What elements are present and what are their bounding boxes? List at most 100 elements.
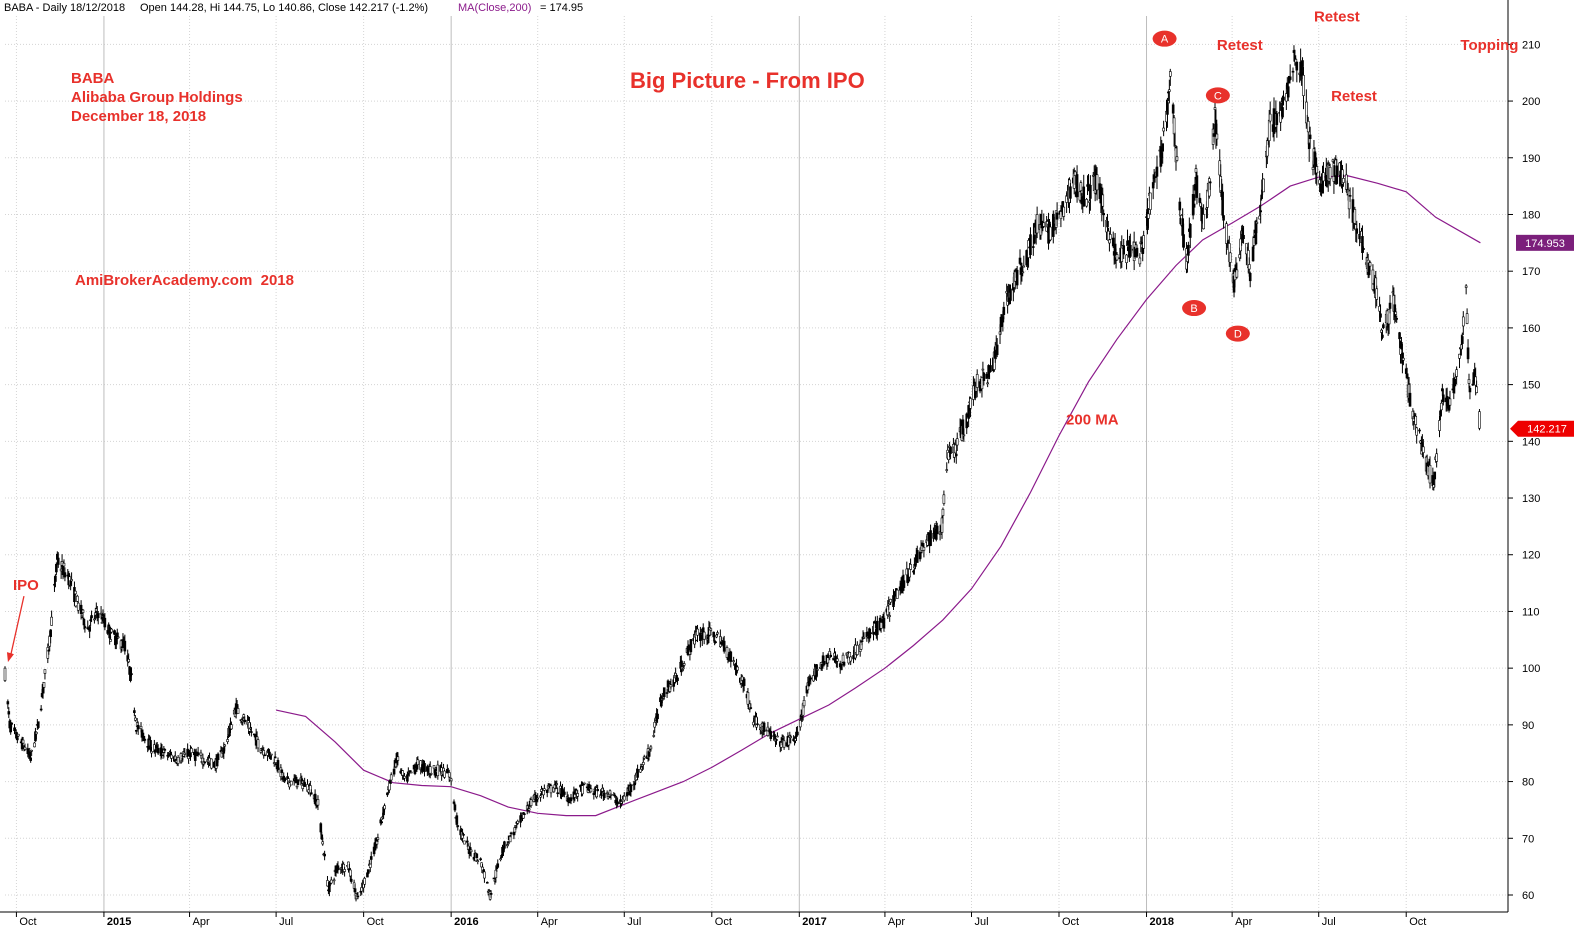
candle-body bbox=[1281, 107, 1284, 118]
candle-body bbox=[681, 667, 685, 670]
price-candle bbox=[1379, 304, 1382, 322]
price-candle bbox=[1381, 329, 1384, 340]
candle-body bbox=[1268, 113, 1272, 122]
candle-body bbox=[1208, 181, 1212, 184]
candle-body bbox=[466, 840, 469, 843]
price-candle bbox=[596, 784, 599, 792]
x-tick-label: Oct bbox=[19, 916, 36, 928]
candle-body bbox=[749, 707, 753, 709]
price-candle bbox=[1222, 215, 1225, 229]
candle-body bbox=[649, 746, 653, 750]
candle-body bbox=[39, 708, 43, 711]
grid-layer bbox=[5, 16, 1508, 912]
candle-body bbox=[469, 849, 473, 853]
price-candle bbox=[329, 876, 333, 885]
candle-body bbox=[756, 723, 759, 726]
price-candle bbox=[380, 821, 384, 825]
price-candle bbox=[96, 611, 100, 625]
x-tick-label: Apr bbox=[541, 916, 558, 928]
price-candle bbox=[1208, 180, 1212, 190]
price-candle bbox=[1055, 202, 1059, 227]
price-candle bbox=[216, 752, 220, 763]
price-candle bbox=[389, 772, 393, 784]
price-candle bbox=[1375, 285, 1379, 307]
candle-body bbox=[1069, 186, 1072, 199]
x-tick-label: Jul bbox=[1322, 916, 1336, 928]
y-tick-label: 190 bbox=[1522, 153, 1540, 165]
price-candle bbox=[1388, 294, 1392, 314]
pivot-marker-label: D bbox=[1234, 329, 1242, 341]
ipo-label: IPO bbox=[13, 577, 39, 594]
candle-body bbox=[1301, 60, 1304, 67]
price-candle bbox=[256, 737, 260, 753]
price-candle bbox=[1315, 164, 1319, 186]
price-candle bbox=[1433, 471, 1437, 487]
candle-body bbox=[567, 801, 571, 804]
price-candle bbox=[1248, 271, 1252, 288]
price-candle bbox=[1035, 206, 1039, 239]
candle-body bbox=[1022, 265, 1026, 268]
candle-body bbox=[21, 739, 25, 744]
candle-body bbox=[732, 660, 735, 662]
annotation-retest: Retest bbox=[1314, 9, 1360, 26]
candle-body bbox=[1102, 213, 1106, 216]
price-candle bbox=[887, 596, 891, 610]
price-candle bbox=[176, 755, 180, 767]
candle-body bbox=[1387, 309, 1391, 325]
price-candle bbox=[1095, 167, 1099, 201]
price-candle bbox=[616, 797, 619, 807]
candle-body bbox=[798, 720, 802, 728]
price-candle bbox=[989, 358, 992, 373]
candle-body bbox=[329, 879, 333, 884]
y-tick-label: 200 bbox=[1522, 96, 1540, 108]
candle-body bbox=[709, 628, 713, 631]
pivot-marker-d: D bbox=[1225, 325, 1250, 342]
price-candle bbox=[456, 825, 460, 831]
candle-body bbox=[30, 749, 33, 752]
candle-body bbox=[1129, 244, 1132, 257]
price-candle bbox=[862, 632, 866, 639]
x-tick-label: Apr bbox=[888, 916, 905, 928]
candle-body bbox=[714, 641, 717, 643]
price-candle bbox=[1465, 308, 1469, 325]
candle-body bbox=[782, 740, 786, 748]
price-candle bbox=[134, 714, 137, 722]
price-candle bbox=[130, 667, 133, 677]
price-candle bbox=[746, 687, 750, 708]
price-candle bbox=[1455, 366, 1458, 385]
price-candle bbox=[1335, 158, 1339, 185]
price-candle bbox=[323, 850, 326, 861]
price-candle bbox=[136, 721, 140, 735]
candle-body bbox=[43, 669, 47, 674]
candle-body bbox=[1353, 209, 1357, 224]
ipo-arrow-line bbox=[10, 596, 25, 655]
candle-body bbox=[82, 618, 86, 626]
candle-body bbox=[820, 663, 824, 669]
candle-body bbox=[1155, 166, 1159, 177]
price-candle bbox=[392, 766, 396, 777]
price-candle bbox=[1306, 116, 1310, 145]
price-candle bbox=[769, 726, 773, 742]
candle-body bbox=[1428, 465, 1432, 484]
price-candle bbox=[276, 757, 280, 774]
price-candle bbox=[134, 729, 138, 735]
candle-body bbox=[961, 419, 965, 435]
price-candle bbox=[1187, 241, 1190, 264]
candle-body bbox=[941, 508, 945, 516]
y-tick-label: 160 bbox=[1522, 323, 1540, 335]
price-candle bbox=[942, 490, 946, 506]
candle-body bbox=[508, 836, 512, 843]
y-tick-label: 150 bbox=[1522, 380, 1540, 392]
price-candle bbox=[1405, 367, 1409, 380]
candle-body bbox=[1342, 178, 1345, 183]
price-candle bbox=[295, 785, 299, 790]
candle-body bbox=[1059, 211, 1063, 220]
candle-body bbox=[876, 620, 879, 635]
price-candle bbox=[35, 731, 38, 740]
candle-body bbox=[336, 865, 340, 871]
x-tick-label: Oct bbox=[367, 916, 384, 928]
candle-body bbox=[36, 721, 40, 728]
candle-body bbox=[54, 575, 57, 582]
candle-body bbox=[343, 869, 346, 872]
price-candle bbox=[383, 803, 386, 813]
